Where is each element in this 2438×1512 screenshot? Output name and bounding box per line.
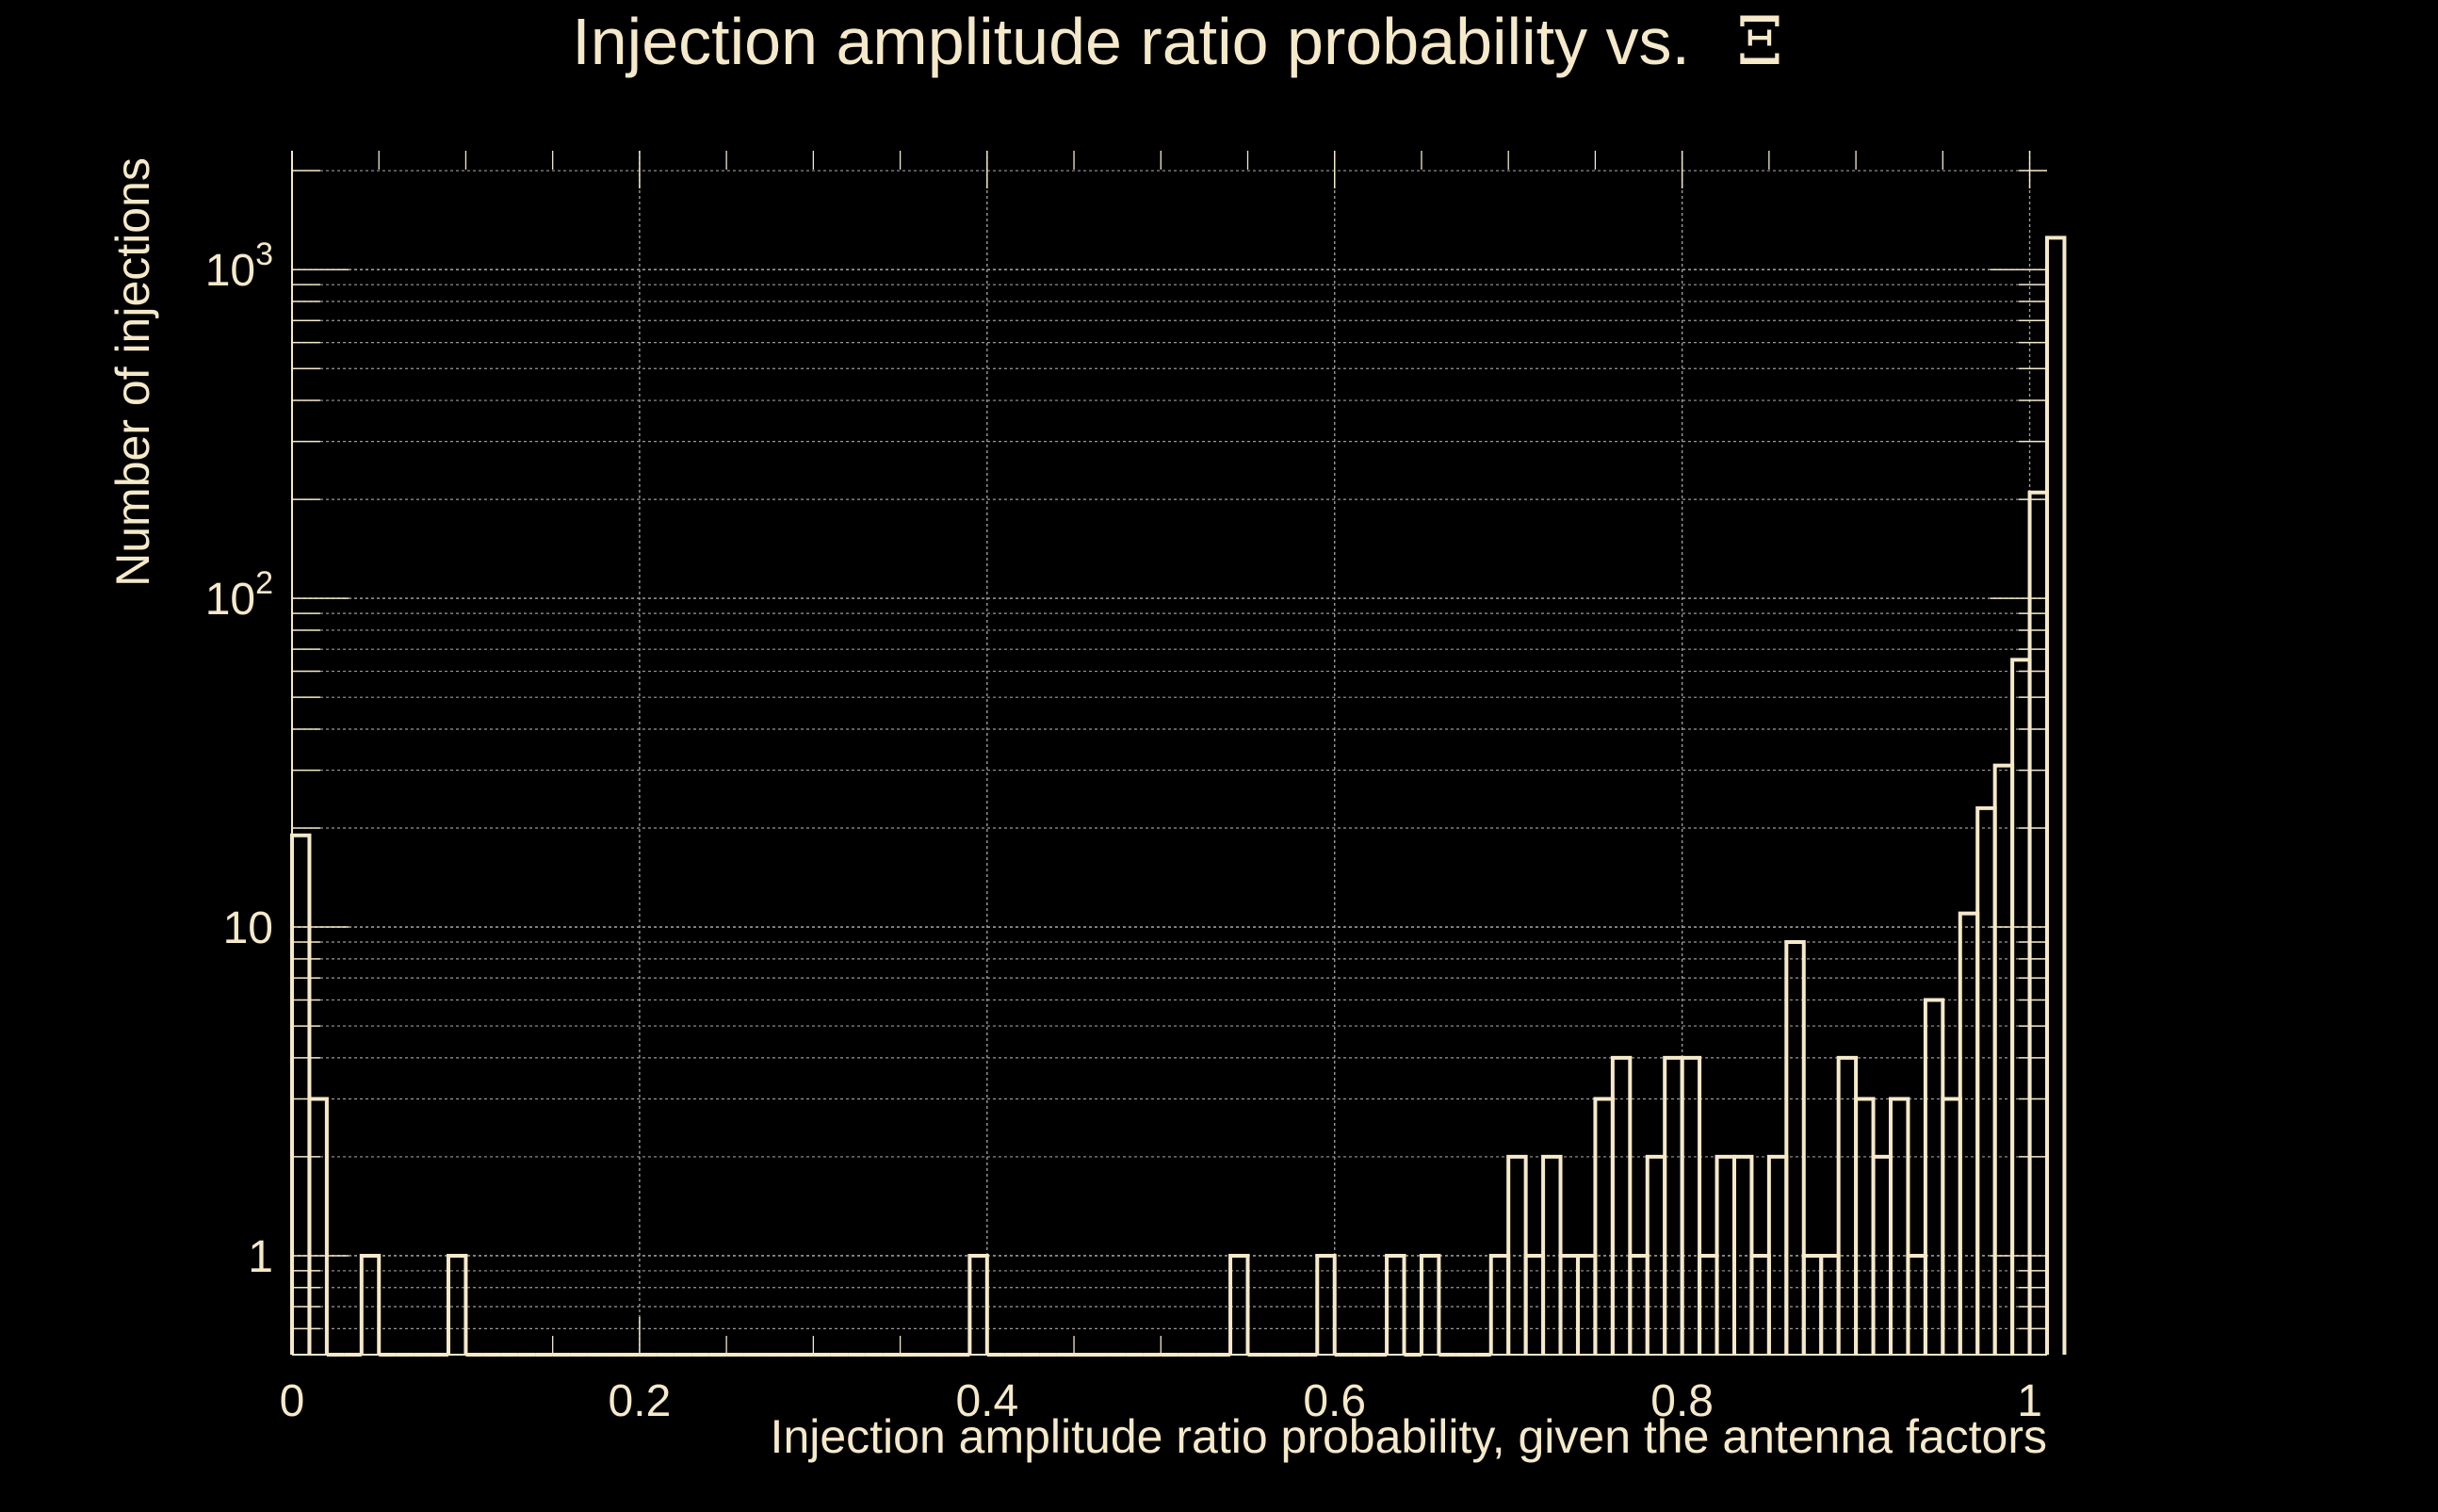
x-tick-label: 1 [2017,1376,2042,1426]
histogram-bar [447,1253,468,1355]
y-tick-label-exponent: 2 [255,565,273,601]
histogram-bar [1315,1253,1337,1355]
chart-title: Injection amplitude ratio probability vs… [572,3,1782,80]
grid-layer [291,151,2047,1356]
histogram-bar [1958,911,1980,1355]
y-tick-label: 103 [205,236,273,296]
x-tick-label: 0.4 [955,1376,1018,1426]
histogram-bar [2010,658,2032,1355]
histogram-bar [1992,763,2015,1355]
bars-layer [290,236,2067,1357]
histogram-bar [1228,1253,1250,1355]
axes-layer [291,151,2047,1356]
x-tick-label: 0.6 [1303,1376,1366,1426]
histogram-bar [1419,1253,1441,1355]
histogram-bar [2045,236,2067,1355]
histogram-bar [1541,1154,1563,1355]
histogram-bar [1663,1055,1684,1355]
labels-layer: Injection amplitude ratio probability vs… [106,3,2047,1463]
y-tick-label-base: 10 [223,903,273,953]
histogram-bar [1385,1253,1406,1355]
x-tick-label: 0.2 [609,1376,672,1426]
histogram-bar [359,1253,382,1355]
histogram-bar [1731,1154,1754,1355]
y-tick-label: 1 [248,1232,273,1282]
x-tick-label: 0 [280,1376,305,1426]
histogram-bar [1749,1253,1771,1355]
y-tick-label: 10 [223,903,273,953]
histogram-bar [2027,490,2049,1355]
chart-title-symbol: Ξ [1736,3,1782,80]
histogram-bar [1836,1055,1859,1355]
histogram-bar [1680,1055,1702,1355]
histogram-bar [1593,1097,1615,1355]
histogram-bar [1923,998,1945,1355]
y-tick-label-exponent: 3 [255,236,273,272]
histogram-bar [1854,1097,1876,1355]
histogram-bar [1523,1253,1546,1355]
histogram-bar [967,1253,989,1355]
histogram-bar [1488,1253,1511,1355]
y-tick-label: 102 [205,565,273,625]
histogram-bar [1975,805,1997,1355]
histogram-bar [307,1097,329,1355]
histogram-bar [1610,1055,1633,1355]
chart-title-text: Injection amplitude ratio probability vs… [572,5,1690,78]
y-tick-label-base: 10 [205,246,255,296]
x-axis-label: Injection amplitude ratio probability, g… [771,1410,2047,1463]
histogram-bar [1784,940,1806,1355]
histogram-bar [1715,1154,1736,1355]
histogram-bar [1888,1097,1910,1355]
x-tick-label: 0.8 [1650,1376,1714,1426]
histogram-bar [1766,1154,1789,1355]
histogram-bar [290,833,312,1355]
y-tick-label-base: 1 [248,1232,273,1282]
y-axis-label: Number of injections [106,157,159,587]
y-tick-label-base: 10 [205,575,255,625]
histogram-bar [1941,1097,1962,1355]
histogram-bar [1506,1154,1528,1355]
